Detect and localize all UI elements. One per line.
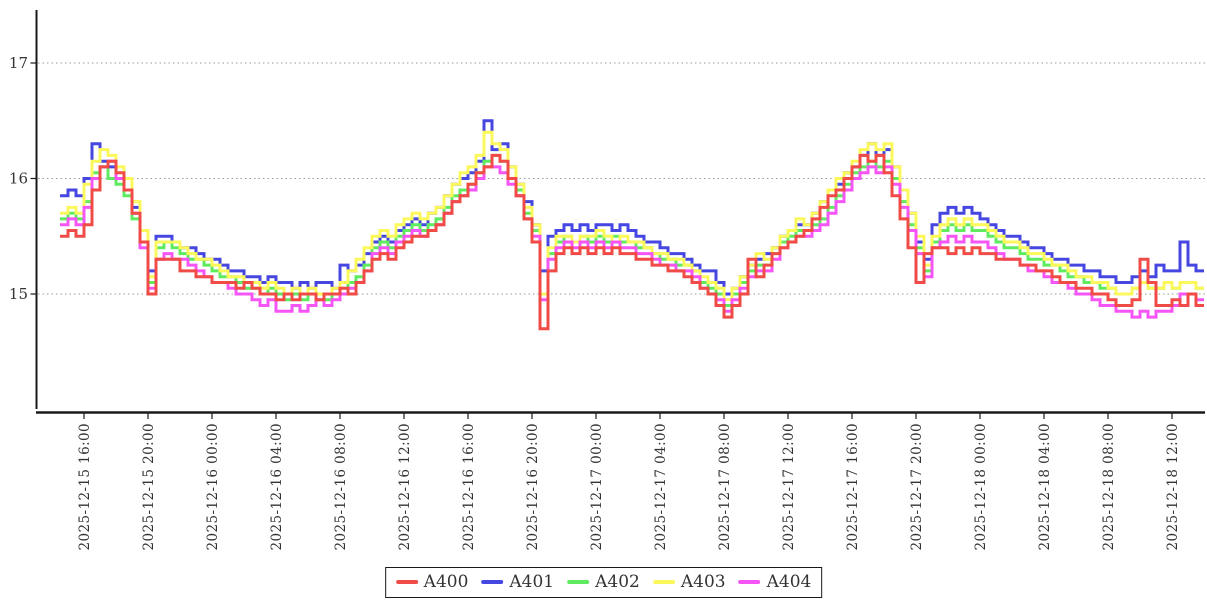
x-tick-label: 2025-12-16 08:00 <box>333 423 349 550</box>
x-tick-label: 2025-12-16 12:00 <box>397 423 413 550</box>
series-line-A400 <box>60 153 1204 331</box>
x-tick-label: 2025-12-17 12:00 <box>781 423 797 550</box>
x-tick-label: 2025-12-18 12:00 <box>1165 423 1181 550</box>
x-tick-label: 2025-12-16 20:00 <box>525 423 541 550</box>
x-tick-label: 2025-12-16 16:00 <box>461 423 477 550</box>
x-tick-label: 2025-12-17 04:00 <box>653 423 669 550</box>
x-tick-label: 2025-12-17 16:00 <box>845 423 861 550</box>
y-tick-label-17: 17 <box>9 54 28 72</box>
legend-label-a400: A400 <box>423 572 469 592</box>
x-tick-label: 2025-12-17 20:00 <box>909 423 925 550</box>
legend-label-a401: A401 <box>509 572 555 592</box>
series-line-A401 <box>60 119 1204 296</box>
legend-swatch-a402 <box>567 580 590 584</box>
legend-swatch-a403 <box>652 580 675 584</box>
x-tick-label: 2025-12-16 00:00 <box>205 423 221 550</box>
legend-item-a400: A400 <box>395 572 469 592</box>
legend: A400 A401 A402 A403 A404 <box>384 567 823 598</box>
legend-label-a403: A403 <box>680 572 726 592</box>
x-tick-label: 2025-12-17 08:00 <box>717 423 733 550</box>
series-line-A403 <box>60 130 1204 302</box>
y-tick-label-15: 15 <box>9 285 28 303</box>
x-tick-label: 2025-12-18 08:00 <box>1101 423 1117 550</box>
legend-label-a402: A402 <box>595 572 640 592</box>
legend-swatch-a404 <box>738 580 761 584</box>
x-tick-label: 2025-12-15 20:00 <box>141 423 157 550</box>
legend-swatch-a400 <box>395 580 418 584</box>
x-tick-label: 2025-12-18 00:00 <box>973 423 989 550</box>
x-tick-label: 2025-12-17 00:00 <box>589 423 605 550</box>
legend-swatch-a401 <box>481 580 504 584</box>
x-tick-label: 2025-12-18 04:00 <box>1037 423 1053 550</box>
legend-item-a402: A402 <box>567 572 640 592</box>
legend-item-a404: A404 <box>738 572 812 592</box>
y-tick-label-16: 16 <box>9 170 28 188</box>
x-tick-label: 2025-12-15 16:00 <box>77 423 93 550</box>
legend-item-a401: A401 <box>481 572 554 592</box>
series-line-A404 <box>60 159 1204 319</box>
legend-label-a404: A404 <box>766 572 812 592</box>
legend-item-a403: A403 <box>652 572 726 592</box>
x-tick-label: 2025-12-16 04:00 <box>269 423 285 550</box>
